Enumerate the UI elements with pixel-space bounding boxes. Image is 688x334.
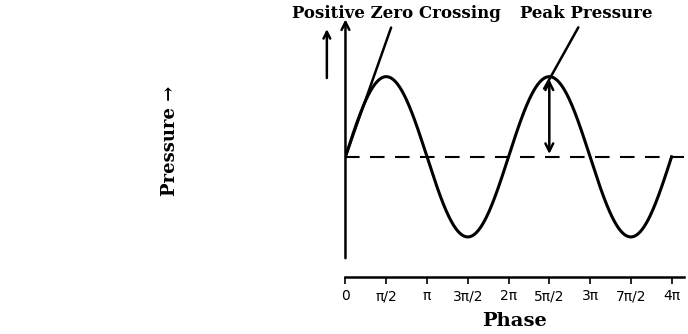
Text: Peak Pressure: Peak Pressure [519, 5, 652, 89]
Text: Positive Zero Crossing: Positive Zero Crossing [292, 5, 500, 154]
X-axis label: Phase: Phase [482, 312, 547, 330]
Text: Pressure →: Pressure → [160, 86, 178, 196]
